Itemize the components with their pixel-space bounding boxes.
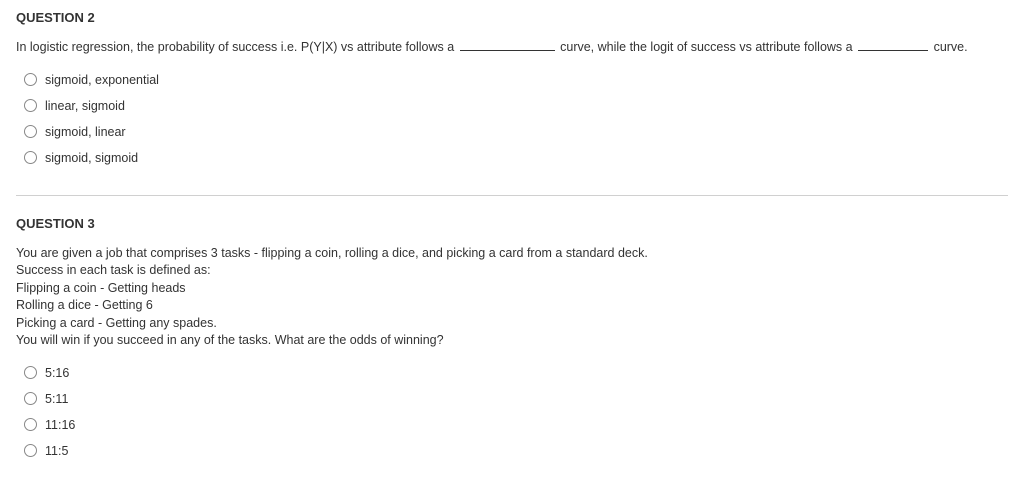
q3-option-3[interactable]: 11:16	[24, 418, 1008, 432]
question-3-title: QUESTION 3	[16, 216, 1008, 231]
radio-icon[interactable]	[24, 73, 37, 86]
question-3-block: QUESTION 3 You are given a job that comp…	[16, 216, 1008, 458]
q3-option-2-label: 5:11	[45, 392, 68, 406]
q3-line-6: You will win if you succeed in any of th…	[16, 332, 1008, 350]
radio-icon[interactable]	[24, 99, 37, 112]
blank-2	[858, 40, 928, 51]
question-2-options: sigmoid, exponential linear, sigmoid sig…	[16, 73, 1008, 165]
q3-line-2: Success in each task is defined as:	[16, 262, 1008, 280]
q2-option-4[interactable]: sigmoid, sigmoid	[24, 151, 1008, 165]
q2-option-3-label: sigmoid, linear	[45, 125, 126, 139]
q2-option-4-label: sigmoid, sigmoid	[45, 151, 138, 165]
q3-option-4[interactable]: 11:5	[24, 444, 1008, 458]
radio-icon[interactable]	[24, 125, 37, 138]
q2-text-pre: In logistic regression, the probability …	[16, 40, 458, 54]
divider	[16, 195, 1008, 196]
q2-option-1[interactable]: sigmoid, exponential	[24, 73, 1008, 87]
q3-option-3-label: 11:16	[45, 418, 75, 432]
blank-1	[460, 40, 555, 51]
question-2-title: QUESTION 2	[16, 10, 1008, 25]
q3-line-5: Picking a card - Getting any spades.	[16, 315, 1008, 333]
radio-icon[interactable]	[24, 444, 37, 457]
radio-icon[interactable]	[24, 418, 37, 431]
q3-option-1-label: 5:16	[45, 366, 69, 380]
q2-option-2-label: linear, sigmoid	[45, 99, 125, 113]
q3-line-3: Flipping a coin - Getting heads	[16, 280, 1008, 298]
question-2-text: In logistic regression, the probability …	[16, 39, 1008, 57]
q2-option-2[interactable]: linear, sigmoid	[24, 99, 1008, 113]
q3-line-4: Rolling a dice - Getting 6	[16, 297, 1008, 315]
question-2-block: QUESTION 2 In logistic regression, the p…	[16, 10, 1008, 165]
radio-icon[interactable]	[24, 366, 37, 379]
question-3-options: 5:16 5:11 11:16 11:5	[16, 366, 1008, 458]
q3-option-2[interactable]: 5:11	[24, 392, 1008, 406]
q3-line-1: You are given a job that comprises 3 tas…	[16, 245, 1008, 263]
radio-icon[interactable]	[24, 392, 37, 405]
question-3-text: You are given a job that comprises 3 tas…	[16, 245, 1008, 350]
q2-option-1-label: sigmoid, exponential	[45, 73, 159, 87]
radio-icon[interactable]	[24, 151, 37, 164]
q3-option-1[interactable]: 5:16	[24, 366, 1008, 380]
q3-option-4-label: 11:5	[45, 444, 68, 458]
q2-option-3[interactable]: sigmoid, linear	[24, 125, 1008, 139]
q2-text-mid: curve, while the logit of success vs att…	[557, 40, 856, 54]
q2-text-post: curve.	[930, 40, 968, 54]
